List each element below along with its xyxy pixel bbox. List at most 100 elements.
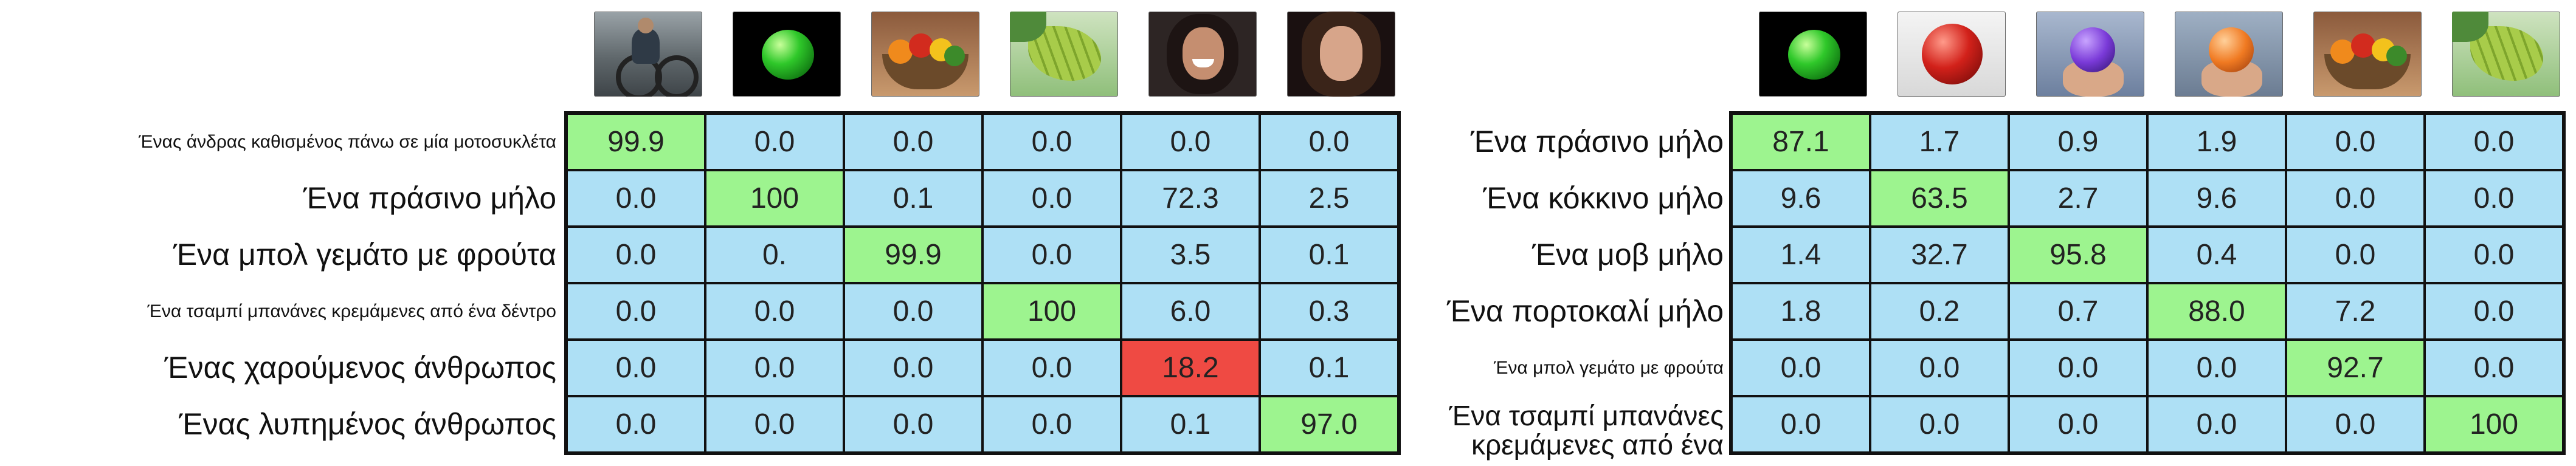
right-image-row xyxy=(1744,5,2575,103)
score-cell: 1.9 xyxy=(2147,114,2286,170)
score-cell: 95.8 xyxy=(2009,227,2147,283)
score-cell: 0.0 xyxy=(567,227,705,283)
score-cell: 100 xyxy=(2425,396,2563,453)
score-cell: 1.4 xyxy=(1732,227,1870,283)
score-cell: 0.0 xyxy=(982,170,1121,227)
score-cell: 88.0 xyxy=(2147,283,2286,340)
score-cell: 97.0 xyxy=(1260,396,1398,453)
green-apple-photo xyxy=(1759,12,1867,97)
score-cell: 1.8 xyxy=(1732,283,1870,340)
score-cell: 0.0 xyxy=(1260,114,1398,170)
score-cell: 0.0 xyxy=(1732,340,1870,396)
score-cell: 99.9 xyxy=(567,114,705,170)
caption-label: Ένα πράσινο μήλο xyxy=(303,181,556,216)
score-cell: 0.0 xyxy=(2147,396,2286,453)
left-caption-list: Ένας άνδρας καθισμένος πάνω σε μία μοτοσ… xyxy=(0,114,556,453)
score-cell: 0.0 xyxy=(2147,340,2286,396)
score-cell: 0.1 xyxy=(1121,396,1260,453)
score-cell: 0.7 xyxy=(2009,283,2147,340)
score-cell: 0.0 xyxy=(567,283,705,340)
right-score-matrix: 87.1 1.7 0.9 1.9 0.0 0.0 9.6 63.5 2.7 9.… xyxy=(1729,111,2566,455)
score-cell: 0.1 xyxy=(1260,340,1398,396)
score-cell: 0.0 xyxy=(2009,340,2147,396)
purple-apple-in-hand-photo xyxy=(2036,12,2144,97)
score-cell: 0.0 xyxy=(2286,227,2425,283)
score-cell: 0.2 xyxy=(1870,283,2009,340)
score-cell: 9.6 xyxy=(1732,170,1870,227)
score-cell: 0.0 xyxy=(982,396,1121,453)
score-cell: 6.0 xyxy=(1121,283,1260,340)
score-cell: 0.1 xyxy=(1260,227,1398,283)
score-cell: 0.0 xyxy=(2425,283,2563,340)
score-cell: 0. xyxy=(705,227,844,283)
fruit-bowl-photo xyxy=(2313,12,2422,97)
score-cell: 0.0 xyxy=(844,114,982,170)
caption-label: Ένα κόκκινο μήλο xyxy=(1483,181,1724,216)
score-cell: 9.6 xyxy=(2147,170,2286,227)
score-cell: 1.7 xyxy=(1870,114,2009,170)
score-cell: 0.0 xyxy=(1732,396,1870,453)
score-cell: 0.0 xyxy=(705,396,844,453)
score-cell: 0.9 xyxy=(2009,114,2147,170)
score-cell: 0.0 xyxy=(2425,114,2563,170)
score-cell: 0.0 xyxy=(2009,396,2147,453)
fruit-bowl-photo xyxy=(871,12,979,97)
score-cell: 0.0 xyxy=(982,227,1121,283)
score-cell: 0.0 xyxy=(982,114,1121,170)
caption-label: Ένα μοβ μήλο xyxy=(1532,238,1724,272)
score-cell: 2.5 xyxy=(1260,170,1398,227)
score-cell: 0.0 xyxy=(1870,340,2009,396)
score-cell: 0.0 xyxy=(705,340,844,396)
score-cell: 0.0 xyxy=(1121,114,1260,170)
sad-person-photo xyxy=(1287,12,1395,97)
banana-bunch-photo xyxy=(2452,12,2560,97)
green-apple-photo xyxy=(733,12,841,97)
right-caption-list: Ένα πράσινο μήλο Ένα κόκκινο μήλο Ένα μο… xyxy=(1398,114,1724,461)
score-cell: 0.0 xyxy=(2425,170,2563,227)
caption-label: Ένας χαρούμενος άνθρωπος xyxy=(164,351,556,385)
score-cell: 0.1 xyxy=(844,170,982,227)
score-cell: 0.0 xyxy=(844,340,982,396)
score-cell: 32.7 xyxy=(1870,227,2009,283)
score-cell: 0.0 xyxy=(1870,396,2009,453)
caption-label: Ένα μπολ γεμάτο με φρούτα xyxy=(173,238,556,272)
caption-label: Ένα πράσινο μήλο xyxy=(1470,125,1724,159)
score-cell: 3.5 xyxy=(1121,227,1260,283)
score-cell: 100 xyxy=(982,283,1121,340)
score-cell: 0.0 xyxy=(982,340,1121,396)
caption-label: Ένα τσαμπί μπανάνες κρεμάμενες από ένα xyxy=(1449,400,1724,461)
score-cell: 0.0 xyxy=(2286,396,2425,453)
left-image-row xyxy=(579,5,1411,103)
score-cell: 0.0 xyxy=(2425,227,2563,283)
score-cell: 99.9 xyxy=(844,227,982,283)
score-cell: 0.3 xyxy=(1260,283,1398,340)
score-cell: 0.0 xyxy=(705,283,844,340)
right-similarity-panel: Ένα πράσινο μήλο Ένα κόκκινο μήλο Ένα μο… xyxy=(1398,0,2576,466)
score-cell: 0.0 xyxy=(2286,170,2425,227)
score-cell: 0.0 xyxy=(844,283,982,340)
banana-bunch-photo xyxy=(1010,12,1118,97)
caption-label: Ένας άνδρας καθισμένος πάνω σε μία μοτοσ… xyxy=(139,131,556,152)
score-cell: 0.0 xyxy=(567,340,705,396)
score-cell: 0.0 xyxy=(567,170,705,227)
red-apple-photo xyxy=(1897,12,2006,97)
man-on-motorcycle-photo xyxy=(594,12,702,97)
left-score-matrix: 99.9 0.0 0.0 0.0 0.0 0.0 0.0 100 0.1 0.0… xyxy=(564,111,1401,455)
score-cell: 92.7 xyxy=(2286,340,2425,396)
caption-label: Ένα τσαμπί μπανάνες κρεμάμενες από ένα δ… xyxy=(147,301,556,321)
left-similarity-panel: Ένας άνδρας καθισμένος πάνω σε μία μοτοσ… xyxy=(0,12,1401,455)
score-cell: 100 xyxy=(705,170,844,227)
score-cell: 0.0 xyxy=(844,396,982,453)
score-cell: 0.0 xyxy=(2286,114,2425,170)
happy-person-photo xyxy=(1148,12,1257,97)
score-cell: 72.3 xyxy=(1121,170,1260,227)
caption-label: Ένας λυπημένος άνθρωπος xyxy=(179,407,556,442)
score-cell: 7.2 xyxy=(2286,283,2425,340)
orange-apple-in-hand-photo xyxy=(2175,12,2283,97)
score-cell: 0.4 xyxy=(2147,227,2286,283)
score-cell: 2.7 xyxy=(2009,170,2147,227)
score-cell: 0.0 xyxy=(705,114,844,170)
score-cell: 0.0 xyxy=(2425,340,2563,396)
caption-label: Ένα μπολ γεμάτο με φρούτα xyxy=(1493,357,1724,378)
score-cell: 18.2 xyxy=(1121,340,1260,396)
